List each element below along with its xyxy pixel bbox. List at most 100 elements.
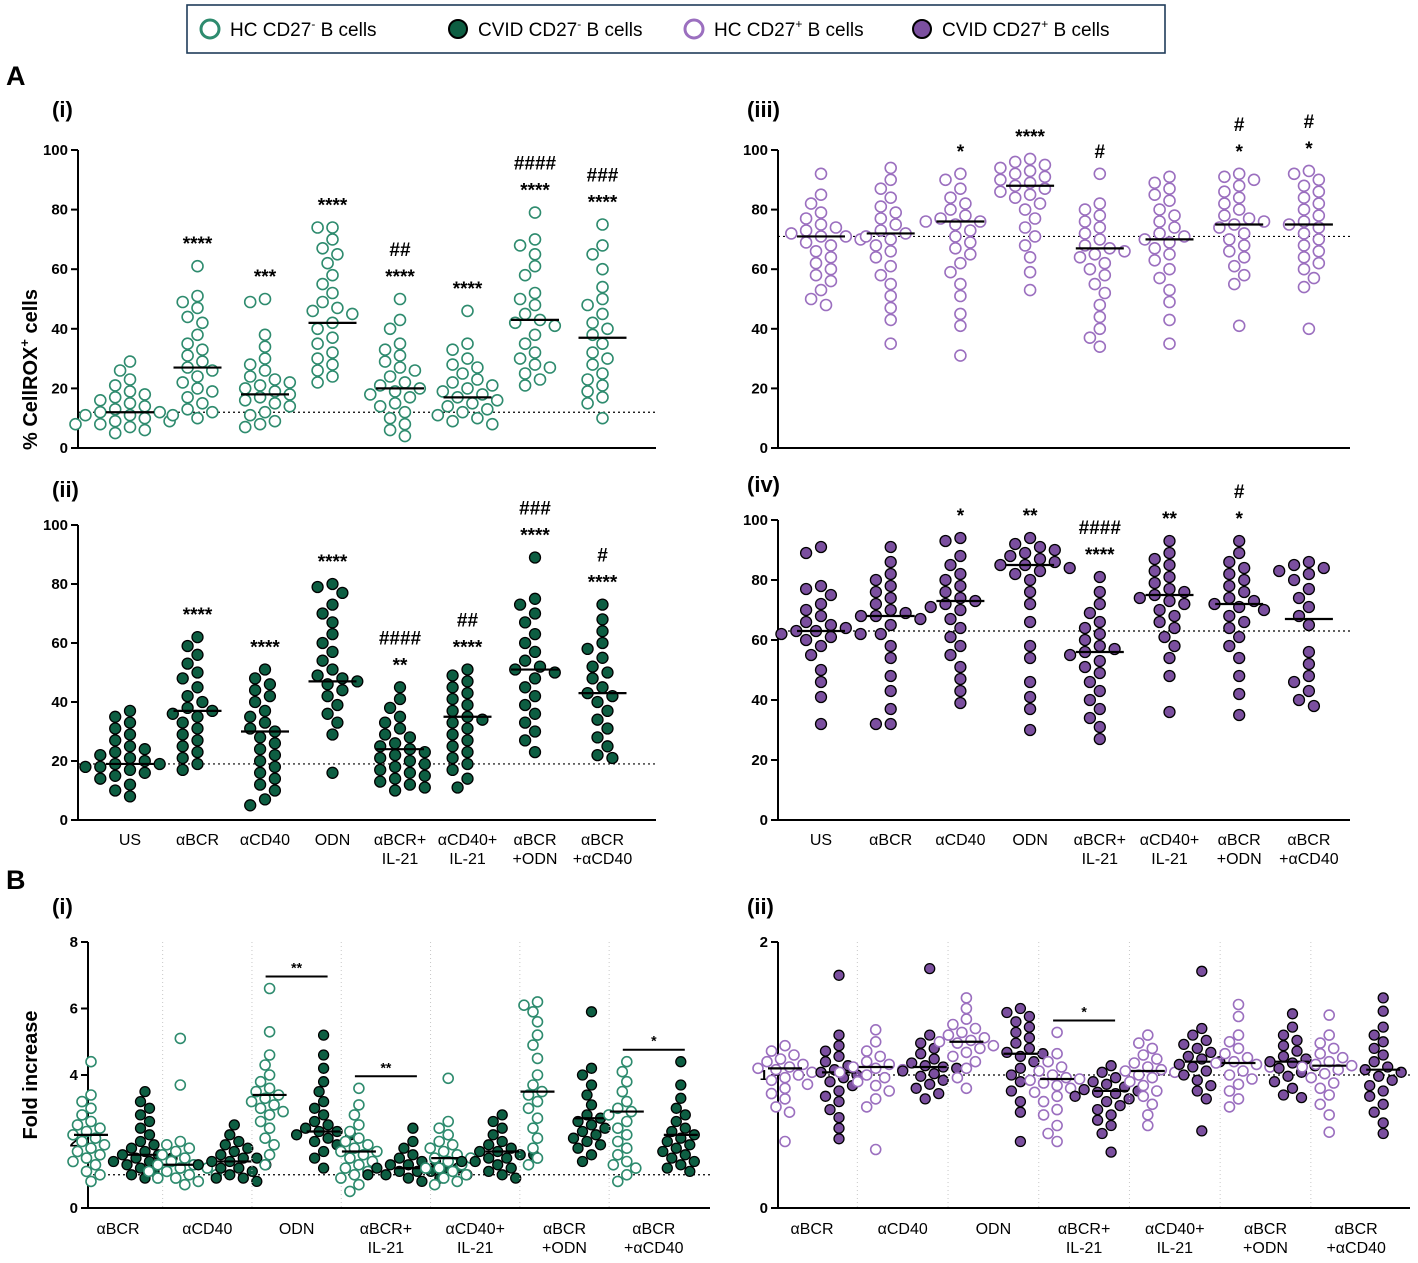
data-odn-point-16 [326, 331, 339, 345]
data-bcr-odn-point-6 [1238, 573, 1251, 587]
data-bcr-odn-s2-point-1 [585, 1006, 598, 1018]
data-cd40-il-21-s1-point-14 [1137, 1079, 1150, 1092]
data-bcr-il-21-point-7 [378, 355, 392, 368]
data-cd40-s2-point-15 [924, 1078, 936, 1090]
data-odn-s1-point-2 [960, 1002, 973, 1015]
data-odn-s1-point-13 [254, 1102, 267, 1115]
data-cd40-point-13 [949, 230, 962, 243]
data-cd40-il-21-point-3 [446, 343, 459, 357]
y-tick-label-60: 60 [751, 261, 768, 278]
data-bcr-odn-s1-point-14 [531, 1112, 544, 1124]
data-bcr-point-12 [854, 609, 868, 623]
data-cd40-s1-point-13 [851, 1075, 864, 1088]
data-bcr-cd40-point-17 [1297, 250, 1311, 264]
data-cd40-point-1 [954, 531, 967, 545]
x-tick-label-cd40-line-1: αCD40 [182, 1221, 232, 1238]
sig-label-bcr-cd40: * [651, 1033, 657, 1049]
data-bcr-s1-point-17 [779, 1093, 791, 1105]
x-tick-label-bcr-il-21-line-1: αBCR+ [360, 1221, 412, 1238]
data-odn-s2-point-3 [1023, 1010, 1036, 1023]
data-cd40-il-21-point-4 [1148, 188, 1161, 201]
data-cd40-point-5 [959, 197, 972, 210]
data-us-point-13 [799, 236, 813, 249]
data-bcr-point-18 [884, 277, 898, 291]
data-bcr-s1-point-19 [89, 1159, 102, 1171]
group-us [784, 167, 867, 312]
data-bcr-s2-point-2 [134, 1095, 147, 1108]
data-bcr-s2-point-6 [134, 1122, 147, 1134]
group-cd40: αCD40 [833, 942, 963, 1238]
y-tick-label-1: 1 [760, 1067, 768, 1084]
data-cd40-il-21-s1-point-18 [437, 1172, 450, 1184]
data-bcr-cd40-point-18 [596, 379, 609, 392]
data-bcr-il-21-s1-point-6 [353, 1132, 365, 1144]
data-cd40-il-21-s2-point-1 [496, 1109, 508, 1121]
group-bcr [859, 161, 915, 351]
data-bcr-point-2 [884, 173, 898, 187]
data-bcr-odn-s1-point-13 [522, 1102, 535, 1115]
data-cd40-s2-point-17 [933, 1087, 945, 1100]
data-bcr-s1-point-8 [752, 1062, 764, 1075]
data-bcr-odn-s2-point-9 [1264, 1056, 1276, 1068]
data-bcr-point-20 [176, 751, 189, 765]
data-cd40-il-21-point-18 [1158, 630, 1171, 644]
data-bcr-il-21-s1-point-19 [335, 1172, 347, 1184]
data-bcr-il-21-point-12 [1088, 248, 1102, 261]
stars-odn: ** [1023, 506, 1038, 527]
group-cd40-il-21: αCD40+ IL-21 [1119, 942, 1226, 1257]
data-bcr-s2-point-19 [833, 1122, 845, 1134]
data-bcr-il-21-point-8 [403, 731, 417, 744]
stars-bcr-odn: **** [520, 181, 550, 202]
data-cd40-il-21-point-18 [461, 757, 474, 771]
data-bcr-point-18 [884, 669, 897, 683]
data-cd40-point-2 [248, 672, 262, 685]
data-cd40-point-2 [243, 295, 257, 309]
data-cd40-il-21-point-16 [461, 745, 474, 759]
data-bcr-il-21-point-18 [374, 763, 387, 777]
group-bcr-cd40: **** ### [578, 166, 627, 425]
data-bcr-il-21-s2-point-1 [1105, 1060, 1117, 1072]
data-cd40-point-10 [283, 376, 297, 389]
data-bcr-cd40-point-2 [596, 613, 609, 626]
data-bcr-cd40-point-6 [1287, 573, 1301, 587]
x-tick-label-cd40-line-1: αCD40 [878, 1221, 928, 1238]
group-bcr-il-21: **** #### αBCR+ IL-21 [1063, 518, 1126, 868]
data-bcr-s1-point-2 [85, 1089, 97, 1101]
data-odn-s1-point-13 [974, 1042, 986, 1055]
data-cd40-point-15 [954, 621, 967, 635]
data-cd40-il-21-s2-point-6 [483, 1139, 495, 1151]
data-odn-point-16 [1023, 597, 1037, 611]
legend-label-main: HC CD27 [230, 20, 311, 41]
data-cd40-s1-point-8 [179, 1152, 191, 1164]
group-bcr-il-21: # [1073, 142, 1131, 354]
data-bcr-cd40-point-5 [581, 642, 594, 656]
data-bcr-odn-s1-point-18 [1223, 1101, 1236, 1113]
data-cd40-il-21-s1-point-19 [1142, 1119, 1154, 1132]
stars-bcr-odn: * [1235, 509, 1243, 530]
data-bcr-point-15 [191, 722, 204, 735]
data-cd40-il-21-point-9 [446, 376, 459, 389]
data-bcr-cd40-s1-point-12 [611, 1135, 624, 1148]
data-bcr-il-21-point-16 [1083, 675, 1097, 689]
data-odn-s1-point-18 [259, 1132, 271, 1144]
data-bcr-s2-point-5 [143, 1115, 156, 1128]
data-bcr-s2-point-18 [121, 1159, 133, 1171]
data-bcr-cd40-s1-point-17 [629, 1162, 642, 1174]
data-odn-point-13 [1023, 188, 1037, 201]
data-odn-s1-point-19 [268, 1139, 280, 1151]
data-us-point-6 [814, 218, 828, 231]
data-cd40-il-21-s2-point-5 [1178, 1038, 1190, 1051]
data-cd40-s2-point-14 [937, 1074, 949, 1086]
data-bcr-il-21-point-7 [378, 728, 392, 741]
data-odn-s1-point-15 [947, 1050, 959, 1063]
data-bcr-il-21-s2-point-9 [384, 1159, 397, 1171]
data-odn-s2-point-14 [290, 1129, 303, 1141]
data-bcr-odn-point-3 [1247, 173, 1261, 187]
data-bcr-il-21-s2-point-17 [1091, 1114, 1104, 1126]
data-us-point-19 [809, 268, 823, 282]
data-us-point-10 [138, 399, 152, 413]
data-odn-point-13 [1009, 567, 1022, 581]
legend-border [186, 4, 1166, 54]
data-bcr-cd40-point-1 [1302, 164, 1316, 178]
data-cd40-point-4 [944, 191, 957, 204]
